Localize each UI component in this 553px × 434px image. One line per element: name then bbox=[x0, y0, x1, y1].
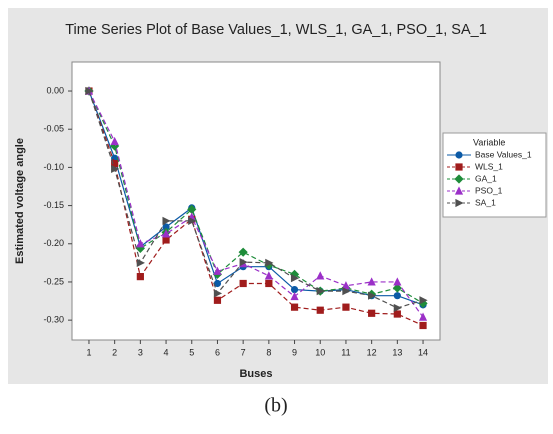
x-tick-label: 12 bbox=[367, 347, 377, 357]
marker bbox=[213, 266, 222, 275]
legend-label: GA_1 bbox=[475, 173, 497, 183]
x-tick-label: 10 bbox=[315, 347, 325, 357]
y-tick-label: -0.05 bbox=[43, 124, 64, 134]
marker bbox=[393, 292, 401, 300]
marker bbox=[393, 303, 402, 313]
marker bbox=[162, 236, 170, 244]
legend-marker bbox=[454, 186, 464, 195]
marker bbox=[239, 257, 248, 267]
marker bbox=[392, 283, 402, 293]
y-tick-label: 0.00 bbox=[46, 85, 64, 95]
legend-label: SA_1 bbox=[475, 197, 496, 207]
marker bbox=[290, 274, 300, 283]
marker bbox=[290, 291, 299, 301]
x-tick-label: 9 bbox=[292, 347, 297, 357]
marker bbox=[419, 321, 427, 330]
marker bbox=[393, 310, 401, 318]
x-tick-label: 2 bbox=[112, 347, 117, 357]
marker bbox=[418, 312, 428, 321]
marker bbox=[213, 279, 222, 288]
marker bbox=[316, 306, 324, 314]
caption: (b) bbox=[264, 395, 287, 417]
y-tick-label: -0.10 bbox=[43, 162, 64, 172]
y-tick-label: -0.15 bbox=[43, 200, 64, 210]
marker bbox=[264, 271, 273, 280]
marker bbox=[238, 247, 248, 257]
marker bbox=[265, 258, 274, 267]
marker bbox=[368, 309, 376, 317]
marker bbox=[393, 277, 402, 286]
legend-marker bbox=[455, 151, 463, 159]
marker bbox=[316, 271, 325, 280]
marker bbox=[111, 164, 120, 174]
x-tick-label: 14 bbox=[418, 347, 428, 357]
marker bbox=[342, 303, 350, 311]
marker bbox=[419, 296, 428, 305]
x-tick-label: 6 bbox=[215, 347, 220, 357]
marker bbox=[341, 281, 351, 290]
marker bbox=[136, 258, 145, 267]
series-line bbox=[88, 90, 424, 306]
legend-marker bbox=[454, 174, 464, 184]
x-tick-label: 11 bbox=[341, 347, 350, 357]
y-axis-label: Estimated voltage angle bbox=[14, 138, 26, 264]
marker bbox=[265, 279, 273, 288]
marker bbox=[111, 159, 119, 168]
marker bbox=[136, 273, 144, 281]
legend-label: WLS_1 bbox=[475, 161, 503, 171]
marker bbox=[342, 287, 351, 296]
legend-marker bbox=[455, 163, 463, 171]
x-tick-label: 5 bbox=[189, 347, 194, 357]
x-tick-label: 13 bbox=[392, 347, 402, 357]
series-line bbox=[88, 90, 424, 327]
series-line bbox=[88, 90, 424, 304]
series-line bbox=[88, 90, 424, 309]
x-tick-label: 8 bbox=[266, 347, 271, 357]
marker bbox=[187, 204, 197, 215]
marker bbox=[161, 229, 171, 238]
x-tick-label: 7 bbox=[241, 347, 246, 357]
marker bbox=[162, 216, 171, 225]
marker bbox=[110, 136, 119, 146]
marker bbox=[188, 216, 197, 225]
chart-title: Time Series Plot of Base Values_1, WLS_1… bbox=[65, 22, 487, 38]
marker bbox=[162, 223, 170, 231]
marker bbox=[367, 277, 376, 286]
y-tick-label: -0.20 bbox=[43, 238, 64, 248]
legend-label: PSO_1 bbox=[475, 185, 503, 195]
marker bbox=[239, 279, 247, 288]
x-tick-label: 3 bbox=[138, 347, 143, 357]
x-tick-label: 1 bbox=[86, 347, 91, 357]
x-tick-label: 4 bbox=[164, 347, 169, 357]
marker bbox=[316, 287, 325, 296]
x-axis-label: Buses bbox=[239, 368, 272, 380]
y-tick-label: -0.30 bbox=[43, 315, 64, 325]
marker bbox=[418, 298, 428, 308]
marker bbox=[213, 289, 223, 298]
legend-title: Variable bbox=[473, 137, 505, 147]
marker bbox=[368, 291, 377, 300]
marker bbox=[136, 239, 145, 248]
y-tick-label: -0.25 bbox=[43, 276, 64, 286]
marker bbox=[290, 303, 299, 311]
marker bbox=[290, 285, 299, 294]
legend-label: Base Values_1 bbox=[475, 149, 532, 159]
series-line bbox=[88, 90, 424, 318]
marker bbox=[213, 296, 222, 304]
marker bbox=[85, 86, 94, 96]
plot-area bbox=[71, 61, 441, 341]
legend-marker bbox=[455, 198, 464, 208]
